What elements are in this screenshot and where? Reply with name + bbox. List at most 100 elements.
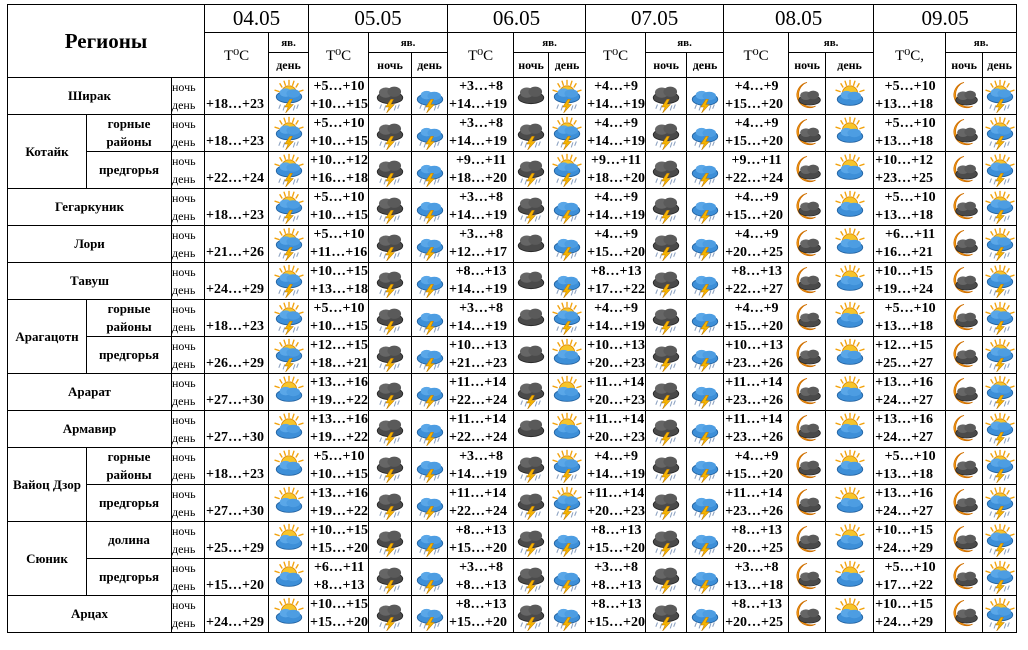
- blue-storm-icon: [688, 190, 722, 224]
- region-name: Арагацотн: [7, 299, 87, 374]
- phenomena-header: яв.: [368, 32, 449, 53]
- night-label: ночь: [172, 561, 196, 575]
- moon-cloud-icon: [790, 560, 821, 594]
- night-temperature: +9…+11: [455, 153, 507, 168]
- blue-storm-icon: [688, 412, 722, 446]
- day-weather-cell: [411, 299, 449, 337]
- sun-cloud-icon: [833, 153, 867, 187]
- temperature-cell: +10…+12 +23…+25: [873, 151, 947, 189]
- sun-storm-icon: [983, 523, 1017, 557]
- night-weather-cell: [788, 373, 827, 411]
- day-label: день: [172, 431, 196, 445]
- day-temperature: +20…+25: [725, 245, 784, 260]
- day-label: день: [172, 172, 196, 186]
- temperature-cell: +5…+10 +11…+16: [308, 225, 370, 263]
- night-weather-cell: [368, 521, 413, 559]
- day-weather-cell: [825, 114, 875, 152]
- storm-cloud-icon: [649, 486, 683, 520]
- day-weather-cell: [268, 114, 310, 152]
- sun-storm-icon: [272, 301, 306, 335]
- day-header: день: [411, 52, 449, 78]
- night-weather-cell: [368, 299, 413, 337]
- night-temperature: +5…+10: [884, 79, 936, 94]
- day-weather-cell: [411, 521, 449, 559]
- night-weather-cell: [788, 299, 827, 337]
- day-temperature: +24…+29: [206, 615, 264, 630]
- temperature-cell: +10…+12 +16…+18: [308, 151, 370, 189]
- day-label: день: [172, 357, 196, 371]
- day-weather-cell: [411, 114, 449, 152]
- moon-cloud-icon: [947, 597, 978, 631]
- night-weather-cell: [645, 521, 688, 559]
- night-weather-cell: [788, 262, 827, 300]
- night-temperature: +10…+13: [449, 338, 508, 353]
- temperature-cell: +5…+10 +10…+15: [308, 77, 370, 115]
- day-temperature: +24…+27: [875, 504, 934, 519]
- temperature-cell: +4…+9 +15…+20: [723, 77, 790, 115]
- night-temperature: +4…+9: [594, 116, 639, 131]
- night-temperature: +10…+15: [310, 523, 368, 538]
- day-temperature: +15…+20: [310, 541, 368, 556]
- day-weather-cell: [268, 336, 310, 374]
- day-weather-cell: [268, 225, 310, 263]
- day-temperature: +18…+23: [206, 97, 264, 112]
- table-row: предгорья ночь день +15…+20 +6…+11 +8…+13 +3…+…: [8, 558, 1018, 596]
- temperature-cell: +4…+9 +15…+20: [723, 447, 790, 485]
- night-temperature: +13…+16: [875, 486, 934, 501]
- storm-cloud-icon: [514, 597, 548, 631]
- temperature-cell: +10…+15 +15…+20: [308, 521, 370, 559]
- day-label: день: [172, 135, 196, 149]
- blue-storm-icon: [550, 597, 584, 631]
- night-day-label: ночь день: [170, 521, 206, 559]
- night-day-label: ночь день: [170, 188, 206, 226]
- moon-cloud-icon: [947, 560, 978, 594]
- forecast-table: Регионы 04.05 05.05 06.05 07.05 08.05 09.05 T⁰C…: [6, 4, 1018, 633]
- temperature-cell: +4…+9 +14…+19: [585, 447, 647, 485]
- day-temperature: +12…+17: [449, 245, 508, 260]
- temperature-cell: +8…+13 +20…+25: [723, 521, 790, 559]
- moon-cloud-icon: [947, 116, 978, 150]
- day-temperature: +25…+29: [206, 541, 264, 556]
- sun-storm-icon: [983, 116, 1017, 150]
- temperature-cell: +11…+14 +23…+26: [723, 373, 790, 411]
- day-temperature: +26…+29: [206, 356, 264, 371]
- night-weather-cell: [513, 114, 550, 152]
- day-weather-cell: [686, 484, 725, 522]
- day-temperature: +20…+23: [587, 356, 646, 371]
- moon-cloud-icon: [790, 153, 821, 187]
- day-weather-cell: [686, 262, 725, 300]
- night-label: ночь: [172, 228, 196, 242]
- day-temperature: +18…+20: [587, 171, 646, 186]
- night-weather-cell: [368, 558, 413, 596]
- storm-cloud-icon: [514, 153, 548, 187]
- day-temperature: +14…+19: [449, 282, 508, 297]
- day-temperature: +25…+27: [875, 356, 934, 371]
- storm-cloud-icon: [373, 449, 407, 483]
- night-label: ночь: [172, 413, 196, 427]
- blue-storm-icon: [688, 523, 722, 557]
- temperature-cell: +3…+8 +8…+13: [447, 558, 515, 596]
- table-row: предгорья ночь день +22…+24 +10…+12 +16…+18 +9…: [8, 151, 1018, 189]
- night-temperature: +6…+11: [885, 227, 936, 242]
- day-label: день: [172, 616, 196, 630]
- table-row: Гегаркуник ночь день +18…+23 +5…+10 +10…+15 +3…: [7, 188, 1018, 226]
- moon-cloud-icon: [790, 227, 821, 261]
- night-temperature: +10…+13: [587, 338, 646, 353]
- sun-storm-icon: [983, 597, 1017, 631]
- sun-storm-icon: [272, 338, 306, 372]
- day-weather-cell: [268, 410, 310, 448]
- temperature-cell: +9…+11 +22…+24: [723, 151, 790, 189]
- night-temperature: +3…+8: [459, 560, 504, 575]
- temperature-cell: +9…+11 +18…+20: [447, 151, 515, 189]
- night-temperature: +4…+9: [734, 227, 779, 242]
- day-weather-cell: [825, 77, 875, 115]
- storm-cloud-icon: [514, 523, 548, 557]
- day-temperature: +14…+19: [587, 134, 646, 149]
- region-name: Армавир: [7, 410, 172, 448]
- temperature-cell: +9…+11 +18…+20: [585, 151, 647, 189]
- blue-storm-icon: [688, 264, 722, 298]
- day-weather-cell: [686, 447, 725, 485]
- temperature-cell: +10…+15 +24…+29: [873, 521, 947, 559]
- temperature-cell: +15…+20: [204, 558, 270, 596]
- storm-cloud-icon: [649, 190, 683, 224]
